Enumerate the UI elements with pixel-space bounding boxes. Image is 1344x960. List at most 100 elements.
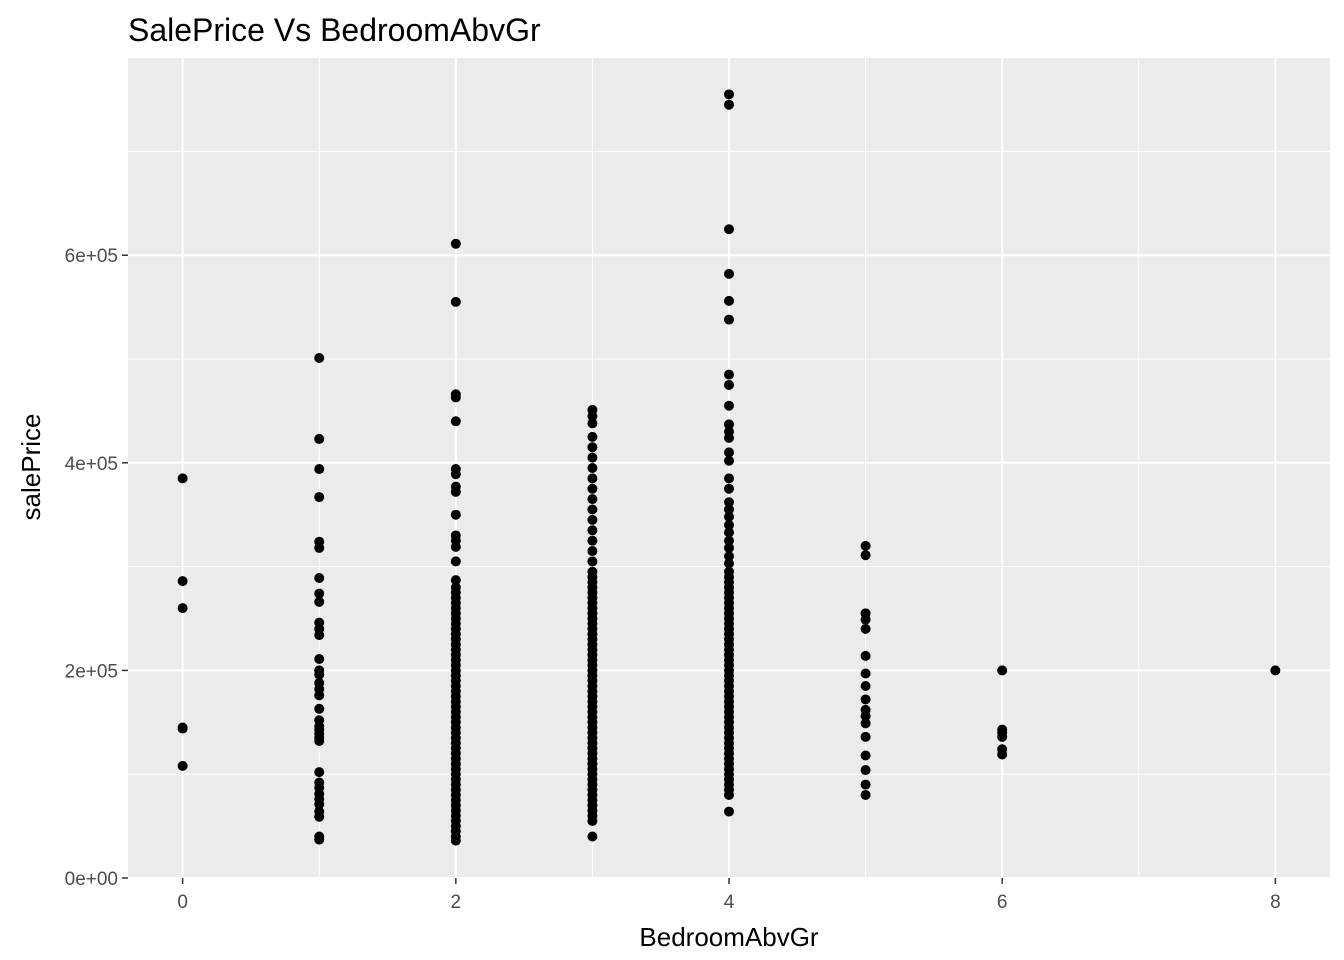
data-point — [177, 473, 188, 484]
data-point — [724, 542, 734, 553]
data-point — [724, 455, 734, 466]
data-point — [314, 433, 325, 444]
data-point — [724, 558, 734, 569]
x-axis-title: BedroomAbvGr — [639, 922, 819, 952]
data-point — [724, 511, 734, 522]
y-axis-title: salePrice — [16, 414, 46, 521]
data-point — [314, 573, 325, 584]
data-point — [450, 238, 461, 249]
data-point — [724, 535, 734, 546]
x-tick-label: 2 — [451, 892, 462, 913]
data-point — [860, 718, 871, 729]
data-point — [1270, 665, 1281, 676]
x-axis: 0 2 4 6 8 — [177, 878, 1281, 913]
data-point — [314, 690, 325, 701]
data-point — [724, 527, 734, 538]
y-tick-label: 0e+00 — [65, 869, 118, 890]
data-point — [724, 369, 734, 380]
data-point — [587, 831, 598, 842]
data-point — [860, 711, 871, 722]
data-points — [177, 89, 1281, 846]
data-point — [860, 668, 871, 679]
data-point — [860, 680, 871, 691]
data-point — [314, 352, 325, 363]
data-point — [314, 767, 325, 778]
y-tick-label: 4e+05 — [65, 454, 118, 475]
data-point — [587, 535, 598, 546]
data-point — [997, 665, 1008, 676]
data-point — [860, 550, 871, 561]
data-point — [314, 703, 325, 714]
data-point — [450, 509, 461, 520]
data-point — [587, 411, 598, 422]
data-point — [314, 542, 325, 553]
chart-title: SalePrice Vs BedroomAbvGr — [128, 12, 541, 48]
data-point — [450, 541, 461, 552]
data-point — [314, 630, 325, 641]
data-point — [587, 463, 598, 473]
data-point — [587, 431, 598, 442]
data-point — [724, 295, 734, 306]
data-point — [860, 540, 871, 551]
data-point — [450, 556, 461, 567]
data-point — [587, 815, 598, 826]
data-point — [997, 731, 1008, 742]
data-point — [587, 514, 598, 525]
x-tick-label: 6 — [997, 892, 1008, 913]
data-point — [724, 497, 734, 508]
data-point — [314, 492, 325, 503]
data-point — [724, 419, 734, 430]
data-point — [860, 614, 871, 625]
data-point — [860, 779, 871, 790]
data-point — [860, 694, 871, 705]
data-point — [724, 89, 734, 100]
data-point — [724, 447, 734, 458]
y-tick-label: 6e+05 — [65, 246, 118, 267]
y-axis: 0e+00 2e+05 4e+05 6e+05 — [65, 246, 128, 890]
data-point — [860, 650, 871, 661]
data-point — [314, 653, 325, 664]
data-point — [450, 416, 461, 427]
data-point — [997, 749, 1008, 760]
data-point — [724, 99, 734, 110]
data-point — [314, 669, 325, 680]
data-point — [724, 551, 734, 562]
data-point — [724, 379, 734, 390]
data-point — [314, 735, 325, 746]
data-point — [860, 789, 871, 800]
data-point — [724, 268, 734, 279]
data-point — [724, 504, 734, 515]
data-point — [724, 314, 734, 325]
data-point — [314, 596, 325, 607]
data-point — [177, 603, 188, 614]
data-point — [724, 224, 734, 235]
data-point — [177, 723, 188, 734]
y-tick-label: 2e+05 — [65, 661, 118, 682]
data-point — [587, 418, 598, 429]
data-point — [587, 504, 598, 515]
data-point — [314, 811, 325, 822]
data-point — [724, 483, 734, 494]
data-point — [450, 296, 461, 307]
data-point — [314, 834, 325, 845]
data-point — [587, 442, 598, 453]
data-point — [450, 392, 461, 403]
data-point — [860, 765, 871, 776]
data-point — [587, 483, 598, 494]
data-point — [587, 556, 598, 567]
x-tick-label: 4 — [724, 892, 735, 913]
data-point — [177, 576, 188, 587]
data-point — [860, 750, 871, 761]
data-point — [314, 588, 325, 599]
data-point — [724, 400, 734, 411]
x-tick-label: 0 — [177, 892, 188, 913]
data-point — [724, 473, 734, 484]
data-point — [724, 806, 734, 817]
data-point — [314, 799, 325, 810]
data-point — [724, 789, 734, 800]
data-point — [450, 469, 461, 480]
data-point — [587, 494, 598, 505]
data-point — [177, 760, 188, 771]
data-point — [587, 546, 598, 557]
